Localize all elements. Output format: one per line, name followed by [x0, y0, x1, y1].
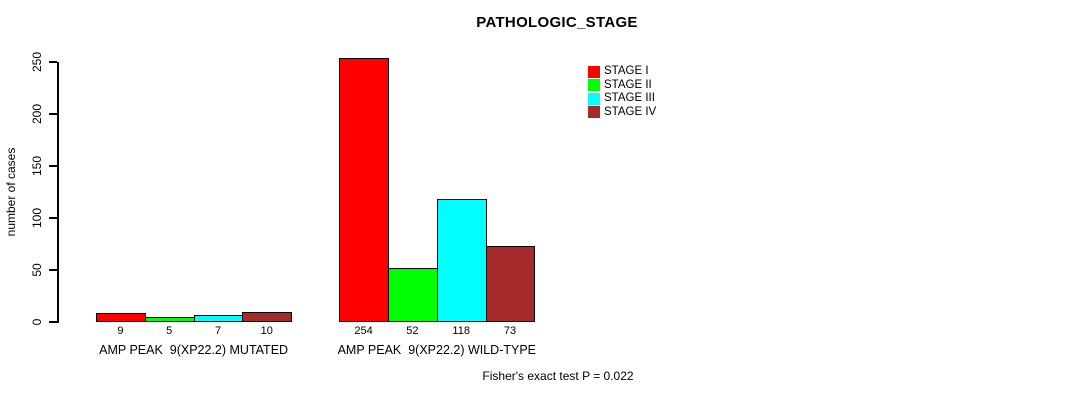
legend-item: STAGE I — [588, 65, 656, 79]
bar-value-label: 10 — [260, 325, 273, 337]
legend-item-label: STAGE IV — [604, 105, 657, 118]
legend-swatch — [588, 65, 600, 78]
bar-value-label: 7 — [214, 325, 222, 337]
y-tick — [49, 269, 57, 271]
y-tick-label: 150 — [30, 155, 44, 177]
y-tick — [49, 321, 57, 323]
legend-swatch — [588, 79, 600, 92]
y-tick — [49, 61, 57, 63]
y-axis-label: number of cases — [4, 147, 18, 237]
y-tick-label: 250 — [30, 51, 44, 73]
y-tick-label: 100 — [30, 207, 44, 229]
y-tick — [49, 165, 57, 167]
bar — [144, 316, 195, 322]
legend-item: STAGE II — [588, 79, 656, 93]
bar — [485, 246, 536, 322]
group-label: AMP PEAK 9(XP22.2) WILD-TYPE — [337, 343, 537, 357]
y-tick-label: 0 — [30, 318, 44, 326]
legend-swatch — [588, 106, 600, 119]
bar — [388, 267, 438, 322]
bar-value-label: 118 — [452, 325, 470, 337]
legend-item: STAGE IV — [588, 106, 656, 120]
bar-value-label: 73 — [503, 325, 517, 337]
annotation-text: Fisher's exact test P = 0.022 — [482, 369, 634, 383]
legend-item: STAGE III — [588, 92, 656, 106]
bar-value-label: 5 — [166, 325, 173, 337]
bar — [193, 314, 244, 322]
y-tick — [49, 217, 57, 219]
y-tick-label: 50 — [30, 263, 44, 277]
bar-value-label: 9 — [117, 325, 124, 337]
y-axis-line — [57, 62, 59, 323]
bar — [339, 57, 389, 322]
y-tick — [49, 113, 57, 115]
bar-value-label: 52 — [406, 325, 419, 337]
bar-value-label: 254 — [354, 325, 373, 337]
group-label: AMP PEAK 9(XP22.2) MUTATED — [99, 343, 289, 357]
y-tick-label: 200 — [30, 103, 44, 125]
legend-item-label: STAGE I — [604, 65, 649, 77]
bar — [242, 311, 293, 322]
bar — [436, 199, 487, 322]
legend-item-label: STAGE II — [604, 78, 652, 91]
bar — [96, 312, 146, 322]
chart-title: PATHOLOGIC_STAGE — [476, 14, 638, 31]
legend-item-label: STAGE III — [604, 92, 655, 104]
legend: STAGE I STAGE II STAGE III STAGE IV — [588, 65, 656, 119]
legend-swatch — [588, 92, 600, 105]
